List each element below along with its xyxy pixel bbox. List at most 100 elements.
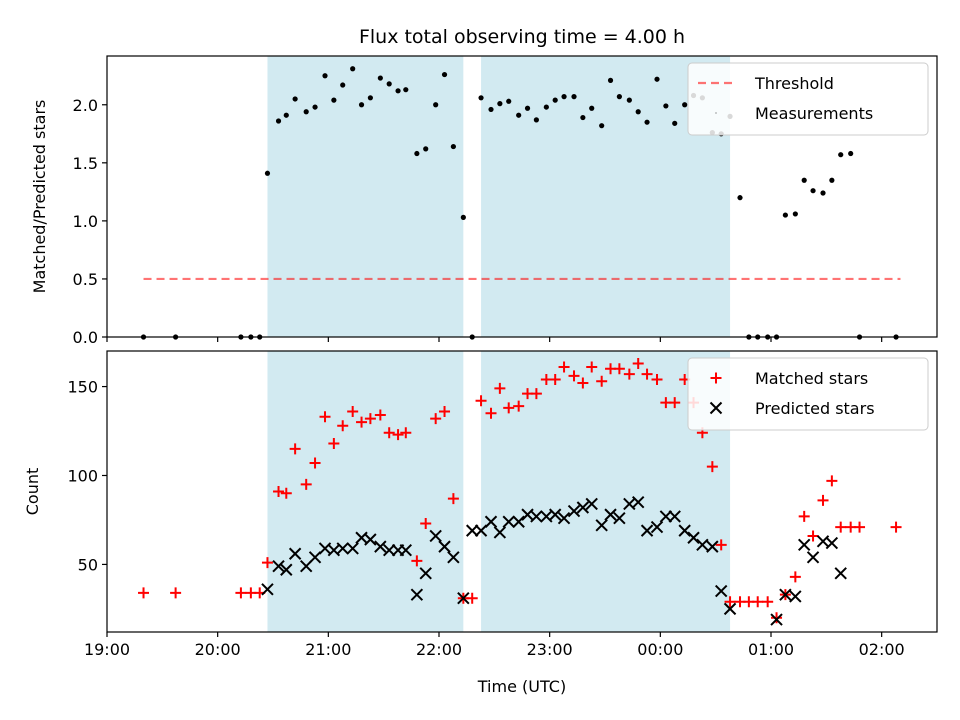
data-point: [567, 504, 581, 518]
ratio-panel: 0.0 0.5 1.0 1.5 2.0 Matched/Predicted stars Th…: [30, 55, 938, 347]
series-predicted-stars: [261, 495, 847, 626]
data-point: [346, 542, 359, 555]
data-point: [585, 497, 598, 511]
data-point: [460, 214, 466, 221]
data-point: [382, 543, 396, 557]
x-tick-label: 22:00: [416, 640, 462, 659]
data-point: [835, 521, 847, 533]
data-point: [494, 382, 506, 394]
data-point: [797, 538, 811, 552]
data-point: [493, 526, 507, 539]
data-point: [552, 97, 558, 103]
data-point: [429, 529, 442, 543]
data-point: [337, 420, 349, 432]
data-point: [364, 413, 376, 425]
data-point: [530, 388, 542, 400]
data-point: [399, 543, 413, 557]
data-point: [604, 508, 617, 521]
data-point: [669, 397, 681, 409]
y-tick-label: 2.0: [73, 96, 98, 115]
data-point: [820, 190, 826, 196]
data-point: [441, 71, 448, 78]
data-point: [626, 97, 632, 103]
x-axis-label: Time (UTC): [477, 677, 566, 696]
data-point: [672, 120, 678, 126]
legend-label: Threshold: [754, 74, 834, 93]
data-point: [506, 98, 512, 104]
x-tick-label: 01:00: [748, 640, 794, 659]
data-point: [561, 94, 567, 100]
data-point: [350, 66, 356, 72]
data-point: [438, 540, 451, 553]
axes-frame: [106, 350, 938, 633]
y-tick-label: 100: [67, 466, 98, 485]
data-point: [331, 97, 337, 103]
data-point: [632, 357, 644, 369]
data-point: [484, 515, 498, 528]
data-point: [644, 119, 650, 125]
data-point: [838, 152, 844, 158]
y-tick-label: 50: [78, 555, 98, 574]
y-tick-label: 1.0: [73, 212, 98, 231]
data-point: [817, 494, 829, 506]
data-point: [356, 416, 368, 428]
legend-label: Matched stars: [755, 369, 868, 388]
data-point: [650, 520, 664, 534]
data-point: [411, 555, 423, 567]
x-tick-label: 00:00: [637, 640, 683, 659]
data-point: [403, 87, 409, 93]
data-point: [503, 402, 515, 414]
data-point: [668, 510, 681, 523]
data-point: [659, 510, 673, 523]
data-point: [386, 81, 392, 87]
data-point: [530, 510, 543, 523]
data-point: [474, 524, 488, 537]
data-point: [420, 518, 432, 530]
data-point: [502, 515, 515, 528]
series-matched-stars: [138, 357, 902, 624]
data-point: [374, 409, 386, 421]
chart-title: Flux total observing time = 4.00 h: [359, 26, 685, 48]
data-point: [616, 94, 622, 100]
data-point: [328, 437, 340, 449]
data-point: [687, 531, 700, 544]
legend: Matched stars Predicted stars: [687, 357, 929, 431]
data-point: [599, 123, 605, 129]
legend: Threshold Measurements: [687, 62, 929, 136]
data-point: [635, 109, 641, 115]
data-point: [641, 368, 653, 380]
data-point: [706, 461, 718, 473]
data-point: [771, 612, 783, 624]
data-point: [557, 511, 571, 525]
data-point: [770, 613, 783, 626]
y-tick-label: 1.5: [73, 154, 98, 173]
data-point: [433, 102, 439, 108]
data-point: [465, 524, 479, 537]
data-point: [890, 521, 902, 533]
data-point: [829, 177, 835, 183]
data-point: [309, 457, 321, 469]
data-point: [533, 117, 539, 123]
x-tick-label: 20:00: [195, 640, 241, 659]
y-tick-label: 0.0: [73, 328, 98, 347]
data-point: [571, 94, 577, 100]
legend-swatch: [715, 112, 717, 114]
data-point: [576, 501, 590, 514]
data-point: [854, 521, 866, 533]
data-point: [358, 102, 365, 108]
data-point: [457, 592, 470, 605]
data-point: [312, 104, 318, 110]
data-point: [414, 150, 420, 157]
data-point: [834, 567, 847, 580]
data-point: [288, 547, 302, 560]
legend-swatch: [710, 372, 722, 384]
data-point: [714, 584, 728, 598]
data-point: [607, 77, 614, 83]
data-point: [439, 405, 451, 417]
data-point: [524, 105, 531, 111]
data-point: [640, 524, 654, 537]
data-point: [475, 395, 487, 407]
data-point: [613, 363, 625, 375]
data-point: [724, 596, 736, 608]
